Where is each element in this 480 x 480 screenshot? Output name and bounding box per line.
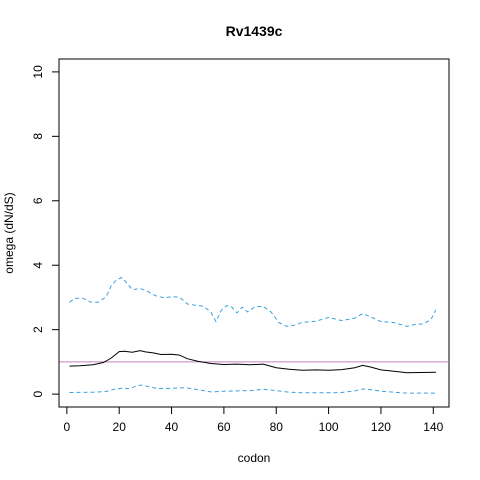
y-axis: 0 2 4 6 8 10 [31, 65, 60, 397]
x-tick-label: 60 [217, 420, 231, 434]
chart-title: Rv1439c [226, 23, 283, 39]
y-tick-label: 8 [31, 133, 45, 140]
x-tick-label: 0 [64, 420, 71, 434]
y-axis-label: omega (dN/dS) [2, 192, 16, 273]
y-tick-label: 4 [31, 262, 45, 269]
y-tick-label: 10 [31, 65, 45, 79]
x-tick-label: 80 [270, 420, 284, 434]
lower-bound-line [69, 384, 436, 394]
x-axis: 0 20 40 60 80 100 120 140 [64, 406, 444, 434]
x-tick-label: 120 [371, 420, 391, 434]
y-tick-label: 0 [31, 390, 45, 397]
upper-bound-line [69, 276, 437, 327]
x-tick-label: 100 [319, 420, 339, 434]
x-tick-label: 20 [113, 420, 127, 434]
x-axis-label: codon [238, 451, 271, 465]
y-tick-label: 2 [31, 326, 45, 333]
y-tick-label: 6 [31, 197, 45, 204]
plot-frame [58, 58, 450, 408]
x-tick-label: 40 [165, 420, 179, 434]
series-layer [69, 276, 437, 394]
omega-estimate-line [69, 350, 436, 374]
x-tick-label: 140 [423, 420, 443, 434]
